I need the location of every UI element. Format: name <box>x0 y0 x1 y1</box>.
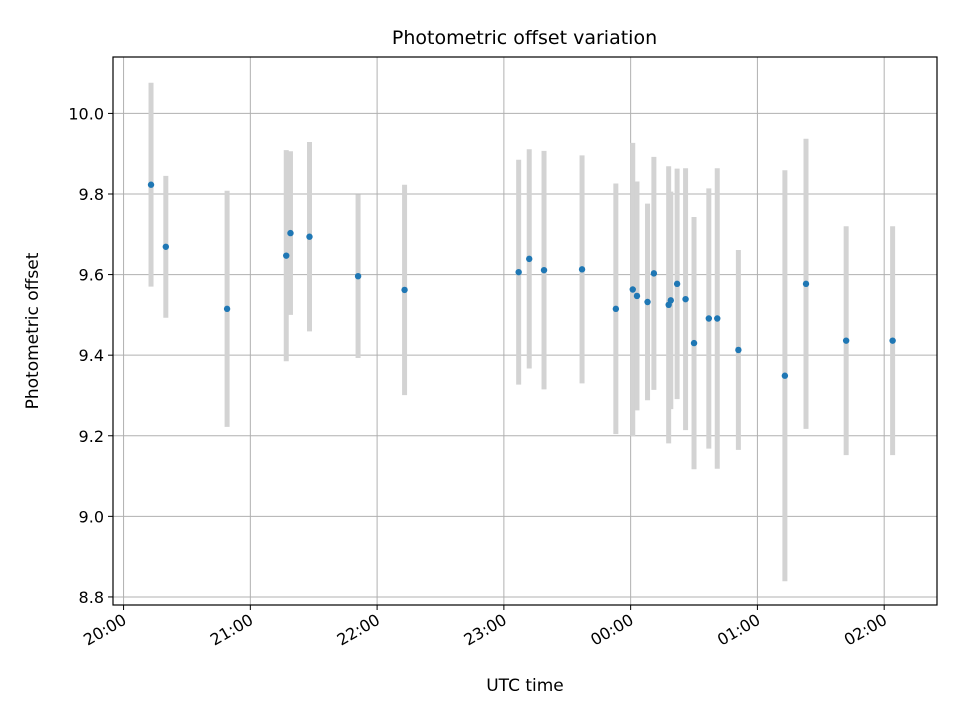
data-point <box>629 286 636 293</box>
data-point <box>540 266 548 274</box>
data-point <box>714 315 721 322</box>
data-point <box>644 298 651 306</box>
data-point <box>802 280 810 288</box>
y-axis-title: Photometric offset <box>23 252 43 409</box>
y-tick-label: 9.0 <box>79 507 104 526</box>
data-point <box>526 255 533 263</box>
data-point <box>578 266 586 273</box>
data-point <box>735 346 742 354</box>
data-point <box>162 243 170 250</box>
x-axis-title: UTC time <box>486 676 564 696</box>
data-point <box>705 315 713 322</box>
data-point <box>287 229 294 237</box>
data-point <box>682 295 689 303</box>
chart-title: Photometric offset variation <box>392 27 657 49</box>
data-point <box>147 181 155 188</box>
data-point <box>306 233 313 240</box>
data-point <box>667 297 674 304</box>
y-axis: 8.8 9.0 9.2 9.4 9.6 9.8 10.0 <box>68 104 113 607</box>
data-point <box>842 337 850 344</box>
data-point <box>612 305 620 313</box>
y-tick-label: 9.6 <box>79 266 104 285</box>
data-point <box>223 305 231 313</box>
y-tick-label: 9.8 <box>79 185 104 204</box>
y-tick-label: 9.2 <box>79 427 104 446</box>
data-point <box>283 252 290 259</box>
data-point <box>781 372 789 379</box>
data-points <box>147 181 896 379</box>
data-point <box>354 273 362 280</box>
data-point <box>673 280 681 288</box>
y-tick-label: 8.8 <box>79 588 104 607</box>
data-point <box>515 268 522 276</box>
data-point <box>633 292 641 300</box>
data-point <box>401 286 408 294</box>
y-tick-label: 10.0 <box>68 104 104 123</box>
data-point <box>690 339 698 347</box>
data-point <box>650 270 658 277</box>
plot-frame <box>112 56 938 606</box>
y-tick-label: 9.4 <box>79 346 104 365</box>
data-point <box>889 337 896 344</box>
